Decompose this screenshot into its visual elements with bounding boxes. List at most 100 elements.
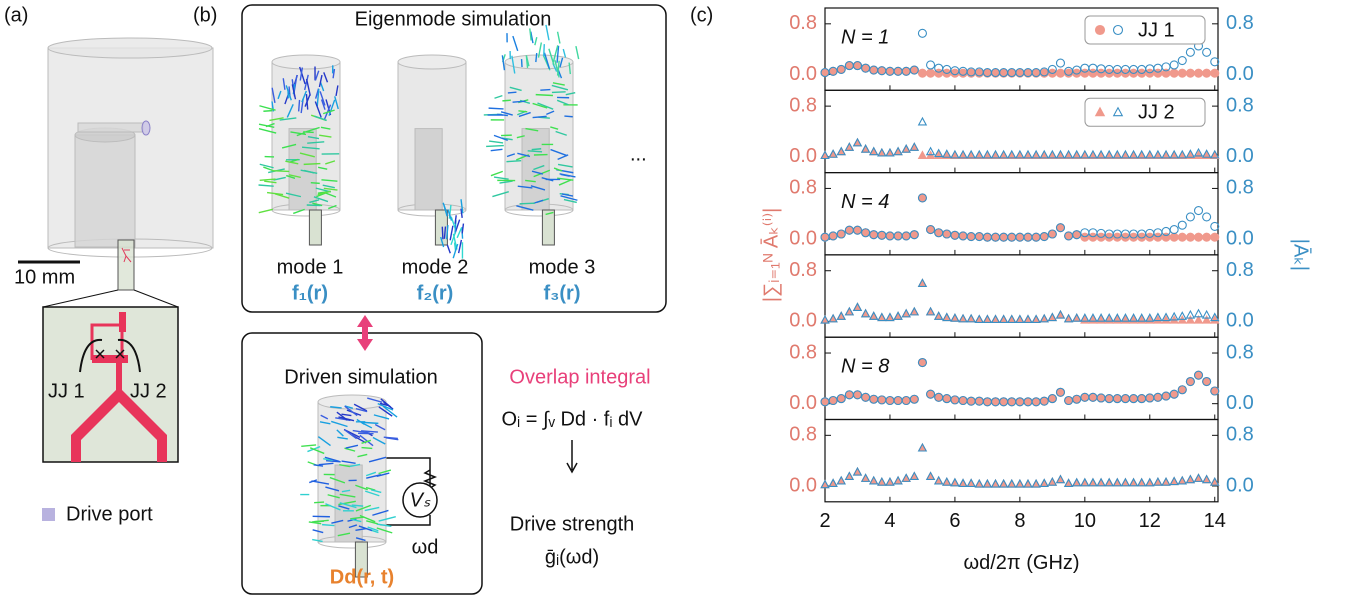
field-arrow bbox=[560, 195, 578, 201]
field-arrow bbox=[488, 107, 504, 110]
field-arrow bbox=[532, 199, 544, 205]
field-arrow bbox=[337, 532, 351, 537]
circle-marker bbox=[1055, 387, 1066, 397]
field-arrow bbox=[359, 434, 374, 447]
field-arrow bbox=[561, 193, 574, 197]
field-arrow bbox=[338, 505, 350, 510]
field-arrow bbox=[540, 88, 551, 91]
field-arrow bbox=[460, 208, 463, 218]
field-arrow bbox=[378, 516, 396, 522]
field-arrow bbox=[308, 521, 322, 525]
field-arrow bbox=[289, 158, 299, 163]
field-arrow bbox=[525, 179, 536, 183]
triangle-marker bbox=[1007, 149, 1017, 159]
field-arrow bbox=[449, 225, 454, 241]
field-arrow bbox=[494, 94, 503, 99]
triangle-marker bbox=[990, 149, 1001, 159]
triangle-marker bbox=[974, 478, 985, 488]
triangle-marker bbox=[942, 149, 952, 158]
circle-marker bbox=[1177, 220, 1187, 230]
triangle-marker bbox=[1088, 149, 1098, 159]
field-arrow bbox=[344, 405, 358, 417]
triangle-marker bbox=[909, 142, 920, 151]
field-arrow bbox=[551, 91, 566, 94]
mode-field: f₂(r) bbox=[417, 282, 454, 304]
triangle-marker bbox=[1015, 149, 1025, 159]
triangle-marker bbox=[1015, 314, 1025, 324]
field-arrow bbox=[486, 144, 504, 148]
triangle-marker bbox=[1185, 314, 1196, 324]
field-arrow bbox=[279, 117, 297, 121]
triangle-marker bbox=[950, 477, 960, 487]
field-arrow bbox=[307, 135, 320, 140]
field-arrow bbox=[380, 398, 392, 408]
field-arrow bbox=[298, 66, 306, 85]
field-arrow bbox=[553, 167, 563, 172]
triangle-marker bbox=[852, 137, 863, 147]
circle-marker bbox=[1185, 232, 1195, 242]
voltage-source bbox=[402, 482, 438, 518]
circle-marker bbox=[836, 229, 846, 239]
triangle-marker bbox=[1039, 313, 1049, 323]
field-arrow bbox=[552, 82, 565, 86]
circle-marker bbox=[1039, 231, 1049, 242]
field-arrow bbox=[490, 148, 503, 152]
triangle-marker bbox=[1023, 149, 1033, 159]
triangle-marker bbox=[828, 149, 838, 158]
field-arrow bbox=[534, 37, 538, 46]
y2-tick-label: 0.8 bbox=[1226, 12, 1254, 34]
triangle-marker bbox=[942, 477, 952, 486]
triangle-marker bbox=[982, 149, 993, 159]
chip bbox=[308, 209, 322, 246]
circle-marker bbox=[1112, 24, 1124, 36]
field-arrow bbox=[263, 166, 273, 172]
field-arrow bbox=[293, 208, 305, 215]
overlap-equation: Oᵢ = ∫ᵥ Dd · fᵢ dV bbox=[501, 408, 643, 430]
field-arrow bbox=[557, 163, 573, 168]
field-arrow bbox=[317, 436, 331, 447]
circle-marker bbox=[1202, 68, 1212, 78]
field-arrow bbox=[336, 429, 344, 437]
legend-box bbox=[1084, 15, 1206, 45]
panel-annotation: N = 1 bbox=[841, 26, 889, 48]
field-arrow bbox=[271, 87, 276, 104]
y2-tick-label: 0.8 bbox=[1226, 424, 1254, 446]
triangle-marker bbox=[901, 308, 911, 318]
triangle-marker bbox=[1071, 313, 1082, 322]
field-arrow bbox=[310, 181, 320, 185]
field-arrow bbox=[376, 523, 392, 527]
triangle-marker bbox=[925, 146, 936, 156]
field-arrow bbox=[533, 164, 545, 171]
field-arrow bbox=[500, 111, 513, 116]
field-arrow bbox=[527, 150, 543, 153]
triangle-marker bbox=[1153, 314, 1163, 324]
triangle-marker bbox=[1193, 147, 1204, 157]
triangle-marker bbox=[950, 313, 960, 322]
triangle-marker bbox=[990, 478, 1001, 488]
circle-marker bbox=[926, 225, 936, 235]
axes-frame bbox=[824, 336, 1219, 421]
triangle-marker bbox=[933, 311, 944, 320]
circle-marker bbox=[1202, 232, 1212, 242]
triangle-marker bbox=[1039, 478, 1049, 487]
circle-marker bbox=[1202, 376, 1212, 387]
field-arrow bbox=[490, 170, 503, 177]
circle-marker bbox=[1177, 232, 1187, 242]
triangle-marker bbox=[982, 478, 993, 488]
legend-box bbox=[1084, 97, 1206, 127]
triangle-marker bbox=[909, 471, 920, 481]
field-arrow bbox=[258, 208, 273, 214]
field-arrow bbox=[320, 414, 329, 420]
triangle-marker bbox=[966, 149, 976, 159]
field-arrow bbox=[556, 45, 560, 63]
field-arrow bbox=[531, 148, 542, 151]
triangle-marker bbox=[966, 313, 976, 323]
triangle-marker bbox=[1096, 313, 1106, 322]
y-tick-label: 0.8 bbox=[789, 259, 817, 281]
triangle-marker bbox=[893, 475, 903, 485]
y-tick-label: 0.8 bbox=[789, 177, 817, 199]
field-arrow bbox=[266, 191, 284, 196]
legend-swatch bbox=[42, 508, 55, 521]
cylinder-top bbox=[317, 394, 387, 410]
triangle-marker bbox=[885, 147, 895, 157]
